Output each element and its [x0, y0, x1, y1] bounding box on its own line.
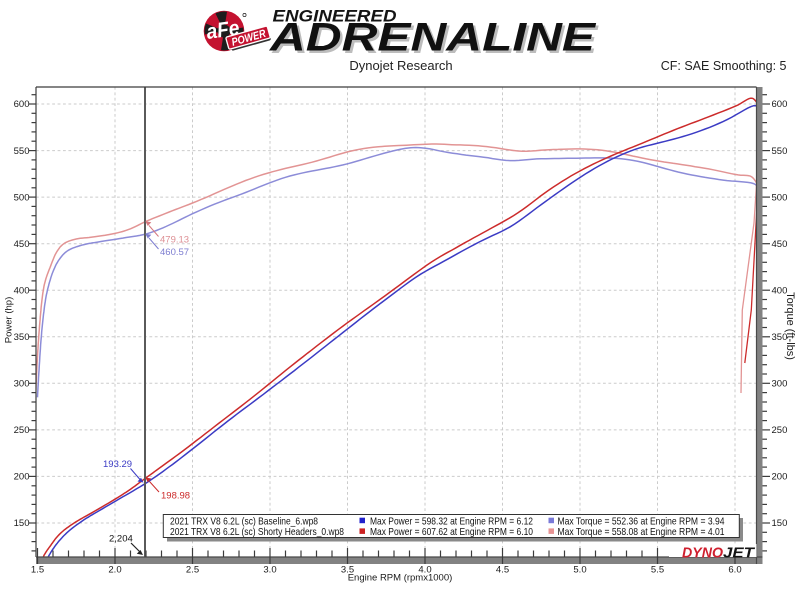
svg-text:450: 450 [14, 239, 30, 250]
svg-text:193.29: 193.29 [103, 459, 132, 470]
svg-text:350: 350 [14, 332, 30, 343]
svg-text:DYNOJET: DYNOJET [682, 545, 756, 562]
svg-text:200: 200 [14, 472, 30, 483]
svg-text:2.0: 2.0 [108, 565, 121, 576]
svg-text:ADRENALINE: ADRENALINE [269, 16, 597, 60]
svg-text:Engine RPM (rpmx1000): Engine RPM (rpmx1000) [348, 573, 453, 584]
svg-text:Power (hp): Power (hp) [4, 297, 15, 343]
svg-text:4.0: 4.0 [418, 565, 431, 576]
svg-text:550: 550 [772, 146, 788, 157]
svg-text:ADRENALINE: ADRENALINE [271, 18, 599, 62]
svg-text:ENGINEERED: ENGINEERED [273, 8, 397, 26]
svg-text:CF: SAE Smoothing: 5: CF: SAE Smoothing: 5 [661, 59, 787, 73]
svg-text:500: 500 [14, 192, 30, 203]
svg-text:198.98: 198.98 [161, 491, 190, 502]
svg-text:460.57: 460.57 [160, 247, 189, 258]
svg-text:2,204: 2,204 [109, 534, 133, 545]
svg-text:150: 150 [14, 518, 30, 529]
svg-text:350: 350 [772, 332, 788, 343]
svg-text:Max Power = 607.62 at Engine R: Max Power = 607.62 at Engine RPM = 6.10 [370, 527, 533, 538]
svg-text:2021 TRX V8 6.2L (sc) Baseline: 2021 TRX V8 6.2L (sc) Baseline_6.wp8 [170, 516, 318, 527]
svg-text:479.13: 479.13 [160, 235, 189, 246]
svg-text:3.5: 3.5 [341, 565, 354, 576]
svg-text:2021 TRX V8 6.2L (sc) Shorty H: 2021 TRX V8 6.2L (sc) Shorty Headers_0.w… [170, 527, 344, 538]
svg-text:600: 600 [772, 99, 788, 110]
svg-text:6.0: 6.0 [728, 565, 741, 576]
svg-text:2.5: 2.5 [186, 565, 199, 576]
svg-text:250: 250 [772, 425, 788, 436]
svg-text:3.0: 3.0 [263, 565, 276, 576]
svg-text:Max Torque = 552.36 at Engine: Max Torque = 552.36 at Engine RPM = 3.94 [558, 516, 725, 527]
svg-text:5.0: 5.0 [573, 565, 586, 576]
svg-text:Dynojet Research: Dynojet Research [349, 58, 452, 73]
svg-text:500: 500 [772, 192, 788, 203]
svg-text:150: 150 [772, 518, 788, 529]
svg-text:5.5: 5.5 [651, 565, 664, 576]
svg-text:300: 300 [14, 379, 30, 390]
svg-text:400: 400 [772, 285, 788, 296]
svg-text:Max Power = 598.32 at Engine R: Max Power = 598.32 at Engine RPM = 6.12 [370, 516, 533, 527]
svg-text:550: 550 [14, 146, 30, 157]
svg-text:200: 200 [772, 472, 788, 483]
svg-text:400: 400 [14, 285, 30, 296]
svg-text:1.5: 1.5 [31, 565, 44, 576]
svg-text:300: 300 [772, 379, 788, 390]
svg-text:450: 450 [772, 239, 788, 250]
svg-text:250: 250 [14, 425, 30, 436]
svg-text:4.5: 4.5 [496, 565, 509, 576]
svg-text:600: 600 [14, 99, 30, 110]
svg-text:Max Torque = 558.08 at Engine: Max Torque = 558.08 at Engine RPM = 4.01 [558, 527, 725, 538]
svg-text:Torque (ft-lbs): Torque (ft-lbs) [784, 292, 796, 360]
